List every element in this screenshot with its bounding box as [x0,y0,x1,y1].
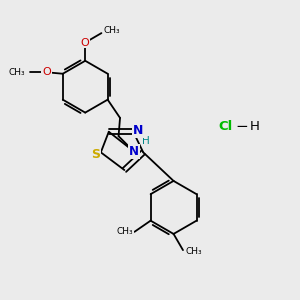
Text: H: H [250,120,260,133]
Text: N: N [133,124,144,137]
Text: N: N [129,145,139,158]
Text: CH₃: CH₃ [103,26,120,35]
Text: CH₃: CH₃ [9,68,26,77]
Text: O: O [81,38,90,47]
Text: CH₃: CH₃ [186,247,202,256]
Text: S: S [91,148,100,161]
Text: Cl: Cl [218,120,232,133]
Text: −: − [235,119,248,134]
Text: H: H [142,136,150,146]
Text: CH₃: CH₃ [117,227,133,236]
Text: O: O [42,67,51,77]
